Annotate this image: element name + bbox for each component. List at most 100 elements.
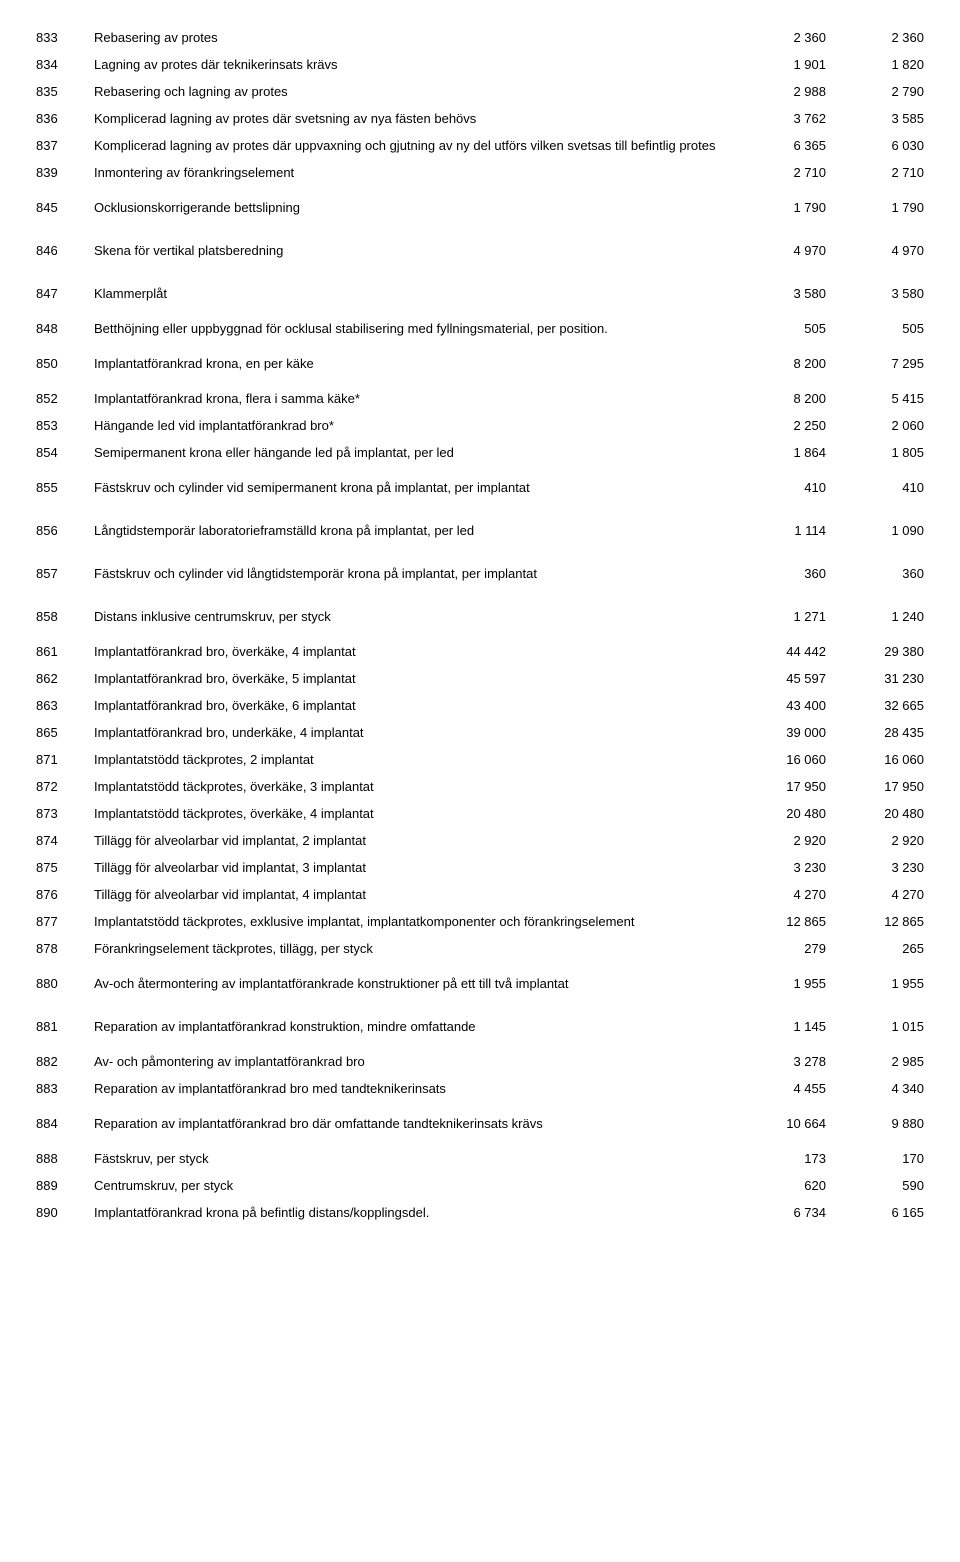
row-description: Implantatstödd täckprotes, överkäke, 3 i…	[90, 773, 732, 800]
row-description: Hängande led vid implantatförankrad bro*	[90, 412, 732, 439]
row-description: Reparation av implantatförankrad bro där…	[90, 1102, 732, 1145]
row-description: Reparation av implantatförankrad bro med…	[90, 1075, 732, 1102]
row-value-1: 2 988	[732, 78, 830, 105]
table-row: 876Tillägg för alveolarbar vid implantat…	[32, 881, 928, 908]
table-row: 888Fästskruv, per styck173170	[32, 1145, 928, 1172]
table-row: 853Hängande led vid implantatförankrad b…	[32, 412, 928, 439]
row-value-2: 2 060	[830, 412, 928, 439]
row-value-2: 3 230	[830, 854, 928, 881]
row-value-1: 12 865	[732, 908, 830, 935]
table-row: 881Reparation av implantatförankrad kons…	[32, 1005, 928, 1048]
row-description: Implantatförankrad bro, överkäke, 5 impl…	[90, 665, 732, 692]
row-description: Tillägg för alveolarbar vid implantat, 4…	[90, 881, 732, 908]
table-row: 835Rebasering och lagning av protes2 988…	[32, 78, 928, 105]
row-value-2: 4 340	[830, 1075, 928, 1102]
row-code: 848	[32, 315, 90, 342]
row-description: Fästskruv, per styck	[90, 1145, 732, 1172]
table-row: 852Implantatförankrad krona, flera i sam…	[32, 385, 928, 412]
row-code: 856	[32, 509, 90, 552]
row-value-2: 16 060	[830, 746, 928, 773]
row-description: Reparation av implantatförankrad konstru…	[90, 1005, 732, 1048]
table-row: 875Tillägg för alveolarbar vid implantat…	[32, 854, 928, 881]
row-code: 881	[32, 1005, 90, 1048]
table-row: 872Implantatstödd täckprotes, överkäke, …	[32, 773, 928, 800]
row-code: 857	[32, 552, 90, 595]
price-table: 833Rebasering av protes2 3602 360834Lagn…	[32, 24, 928, 1226]
row-value-2: 7 295	[830, 342, 928, 385]
table-row: 883Reparation av implantatförankrad bro …	[32, 1075, 928, 1102]
table-row: 878Förankringselement täckprotes, tilläg…	[32, 935, 928, 962]
row-value-2: 28 435	[830, 719, 928, 746]
row-value-1: 17 950	[732, 773, 830, 800]
row-value-1: 3 278	[732, 1048, 830, 1075]
row-value-1: 360	[732, 552, 830, 595]
row-value-2: 12 865	[830, 908, 928, 935]
row-value-2: 1 820	[830, 51, 928, 78]
row-value-2: 20 480	[830, 800, 928, 827]
row-description: Ocklusionskorrigerande bettslipning	[90, 186, 732, 229]
row-value-1: 1 955	[732, 962, 830, 1005]
row-value-1: 410	[732, 466, 830, 509]
row-code: 837	[32, 132, 90, 159]
row-description: Skena för vertikal platsberedning	[90, 229, 732, 272]
table-row: 880Av-och återmontering av implantatföra…	[32, 962, 928, 1005]
row-description: Implantatförankrad krona, flera i samma …	[90, 385, 732, 412]
row-description: Av-och återmontering av implantatförankr…	[90, 962, 732, 1005]
row-code: 875	[32, 854, 90, 881]
row-value-2: 9 880	[830, 1102, 928, 1145]
row-description: Rebasering och lagning av protes	[90, 78, 732, 105]
row-description: Semipermanent krona eller hängande led p…	[90, 439, 732, 466]
row-value-2: 5 415	[830, 385, 928, 412]
row-value-1: 2 360	[732, 24, 830, 51]
row-value-2: 6 030	[830, 132, 928, 159]
row-code: 850	[32, 342, 90, 385]
row-value-1: 43 400	[732, 692, 830, 719]
row-value-1: 39 000	[732, 719, 830, 746]
row-description: Implantatförankrad krona, en per käke	[90, 342, 732, 385]
row-description: Implantatförankrad bro, överkäke, 4 impl…	[90, 638, 732, 665]
row-description: Komplicerad lagning av protes där uppvax…	[90, 132, 732, 159]
table-row: 845Ocklusionskorrigerande bettslipning1 …	[32, 186, 928, 229]
row-value-1: 8 200	[732, 342, 830, 385]
table-row: 884Reparation av implantatförankrad bro …	[32, 1102, 928, 1145]
row-code: 861	[32, 638, 90, 665]
row-value-1: 4 455	[732, 1075, 830, 1102]
table-row: 863Implantatförankrad bro, överkäke, 6 i…	[32, 692, 928, 719]
row-value-2: 31 230	[830, 665, 928, 692]
row-description: Implantatstödd täckprotes, exklusive imp…	[90, 908, 732, 935]
table-row: 855Fästskruv och cylinder vid semiperman…	[32, 466, 928, 509]
row-code: 877	[32, 908, 90, 935]
row-code: 854	[32, 439, 90, 466]
row-value-1: 1 271	[732, 595, 830, 638]
table-row: 850Implantatförankrad krona, en per käke…	[32, 342, 928, 385]
row-description: Av- och påmontering av implantatförankra…	[90, 1048, 732, 1075]
table-row: 833Rebasering av protes2 3602 360	[32, 24, 928, 51]
row-value-1: 2 920	[732, 827, 830, 854]
row-value-1: 44 442	[732, 638, 830, 665]
table-row: 871Implantatstödd täckprotes, 2 implanta…	[32, 746, 928, 773]
row-code: 872	[32, 773, 90, 800]
table-row: 882Av- och påmontering av implantatföran…	[32, 1048, 928, 1075]
table-row: 889Centrumskruv, per styck620590	[32, 1172, 928, 1199]
row-code: 878	[32, 935, 90, 962]
row-code: 882	[32, 1048, 90, 1075]
row-value-1: 6 734	[732, 1199, 830, 1226]
row-description: Förankringselement täckprotes, tillägg, …	[90, 935, 732, 962]
row-description: Fästskruv och cylinder vid långtidstempo…	[90, 552, 732, 595]
row-description: Inmontering av förankringselement	[90, 159, 732, 186]
row-description: Rebasering av protes	[90, 24, 732, 51]
table-row: 836Komplicerad lagning av protes där sve…	[32, 105, 928, 132]
table-row: 857Fästskruv och cylinder vid långtidste…	[32, 552, 928, 595]
row-code: 846	[32, 229, 90, 272]
row-value-2: 1 240	[830, 595, 928, 638]
table-row: 861Implantatförankrad bro, överkäke, 4 i…	[32, 638, 928, 665]
row-description: Betthöjning eller uppbyggnad för ocklusa…	[90, 315, 732, 342]
table-row: 839Inmontering av förankringselement2 71…	[32, 159, 928, 186]
row-value-1: 8 200	[732, 385, 830, 412]
row-value-1: 505	[732, 315, 830, 342]
row-code: 852	[32, 385, 90, 412]
row-value-1: 6 365	[732, 132, 830, 159]
row-value-2: 1 955	[830, 962, 928, 1005]
row-value-1: 2 250	[732, 412, 830, 439]
row-value-1: 279	[732, 935, 830, 962]
